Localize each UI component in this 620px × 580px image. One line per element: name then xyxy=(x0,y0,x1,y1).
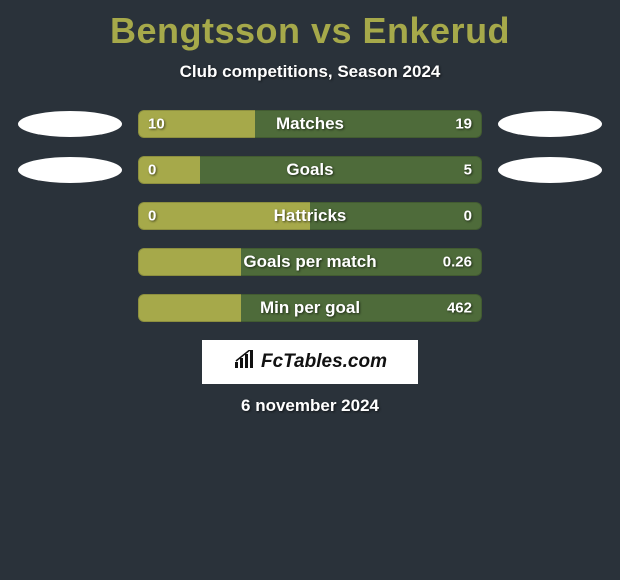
player-left-marker xyxy=(18,111,122,137)
stat-bar: 10 19 Matches xyxy=(138,110,482,138)
stat-label: Matches xyxy=(276,114,344,134)
stat-value-left: 0 xyxy=(148,208,156,225)
stat-label: Goals per match xyxy=(243,252,376,272)
stat-label: Min per goal xyxy=(260,298,360,318)
stat-bars: 10 19 Matches 0 5 Goals 0 0 Hattricks 0.26 Goals p… xyxy=(0,110,620,322)
footer-date: 6 november 2024 xyxy=(0,396,620,416)
stat-value-right: 462 xyxy=(447,300,472,317)
player-right-marker xyxy=(498,157,602,183)
page-title: Bengtsson vs Enkerud xyxy=(0,10,620,52)
stat-bar: 0.26 Goals per match xyxy=(138,248,482,276)
bar-chart-icon xyxy=(233,350,257,375)
subtitle: Club competitions, Season 2024 xyxy=(0,62,620,82)
stat-label: Goals xyxy=(286,160,333,180)
footer-logo: FcTables.com xyxy=(202,340,418,384)
stat-value-left: 0 xyxy=(148,162,156,179)
comparison-infographic: Bengtsson vs Enkerud Club competitions, … xyxy=(0,0,620,416)
stat-row: 0 0 Hattricks xyxy=(0,202,620,230)
logo-text: FcTables.com xyxy=(261,351,387,373)
stat-row: 10 19 Matches xyxy=(0,110,620,138)
stat-row: 0 5 Goals xyxy=(0,156,620,184)
stat-row: 462 Min per goal xyxy=(0,294,620,322)
stat-bar: 462 Min per goal xyxy=(138,294,482,322)
stat-value-right: 0 xyxy=(464,208,472,225)
stat-label: Hattricks xyxy=(274,206,347,226)
stat-value-right: 19 xyxy=(455,116,472,133)
stat-bar: 0 0 Hattricks xyxy=(138,202,482,230)
stat-row: 0.26 Goals per match xyxy=(0,248,620,276)
player-left-marker xyxy=(18,157,122,183)
bar-left-fill xyxy=(138,248,241,276)
stat-value-left: 10 xyxy=(148,116,165,133)
stat-value-right: 0.26 xyxy=(443,254,472,271)
stat-value-right: 5 xyxy=(464,162,472,179)
bar-left-fill xyxy=(138,294,241,322)
player-right-marker xyxy=(498,111,602,137)
stat-bar: 0 5 Goals xyxy=(138,156,482,184)
